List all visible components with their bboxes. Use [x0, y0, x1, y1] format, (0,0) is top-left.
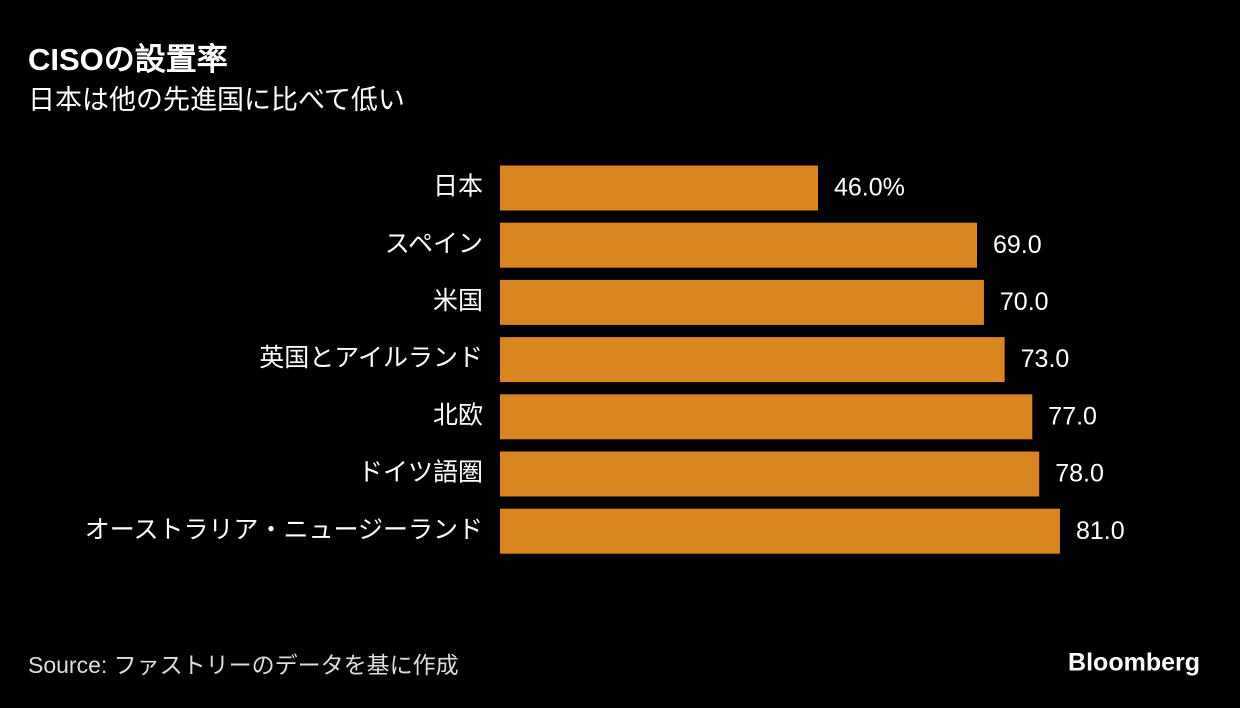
value-label: 73.0	[1021, 345, 1070, 373]
value-label: 70.0	[1000, 288, 1049, 316]
bar	[500, 394, 1033, 440]
bar	[500, 451, 1040, 497]
category-label: スペイン	[385, 230, 483, 258]
chart-title: CISOの設置率	[28, 42, 228, 77]
value-label: 78.0	[1055, 460, 1104, 488]
value-label: 81.0	[1076, 517, 1125, 545]
source-note: Source: ファストリーのデータを基に作成	[28, 652, 459, 678]
category-label: ドイツ語圏	[358, 459, 483, 487]
bar	[500, 279, 984, 325]
category-label: オーストラリア・ニュージーランド	[85, 516, 483, 544]
category-label: 英国とアイルランド	[259, 344, 483, 372]
value-label: 77.0	[1048, 402, 1097, 430]
chart-subtitle: 日本は他の先進国に比べて低い	[28, 85, 405, 115]
category-label: 日本	[433, 173, 483, 201]
value-label: 46.0%	[834, 174, 905, 202]
category-label: 米国	[433, 287, 483, 315]
value-label: 69.0	[993, 231, 1042, 259]
bar	[500, 337, 1005, 383]
brand-logo: Bloomberg	[1068, 649, 1200, 677]
bar	[500, 508, 1060, 554]
bar	[500, 165, 818, 211]
bar	[500, 222, 977, 268]
category-label: 北欧	[433, 401, 483, 429]
